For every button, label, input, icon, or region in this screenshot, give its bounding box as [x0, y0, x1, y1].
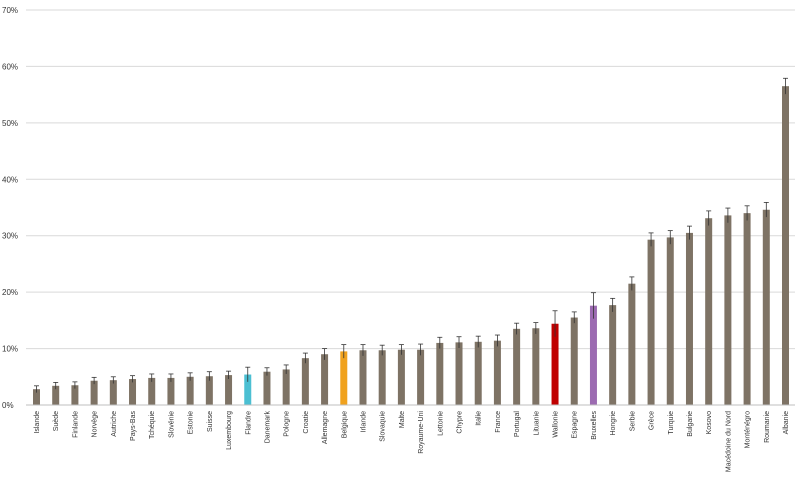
bars [33, 86, 789, 405]
bar [148, 377, 156, 405]
bar [513, 328, 521, 405]
x-tick-label: Royaume-Uni [418, 411, 425, 454]
bar [109, 380, 117, 405]
x-tick-label: Autriche [111, 411, 118, 437]
bar [301, 358, 309, 405]
x-tick-label: France [495, 411, 502, 433]
x-tick-label: Espagne [572, 411, 579, 439]
bar [417, 349, 425, 405]
x-tick-label: Macédoine du Nord [725, 411, 732, 472]
x-tick-label: Wallonie [553, 411, 560, 438]
bar [225, 375, 233, 405]
bar [743, 213, 751, 405]
bar [609, 305, 617, 405]
x-tick-label: Hongrie [610, 411, 617, 436]
x-tick-label: Finlande [72, 411, 79, 438]
x-tick-label: Chypre [457, 411, 464, 434]
error-bars [34, 77, 788, 393]
x-tick-label: Estonie [188, 411, 195, 434]
x-tick-label: Suisse [207, 411, 214, 432]
x-tick-label: Pays-Bas [130, 411, 137, 441]
x-tick-label: Serbie [629, 411, 636, 431]
x-tick-label: Slovénie [168, 411, 175, 438]
bar [186, 376, 194, 405]
x-tick-label: Turquie [668, 411, 675, 435]
x-tick-label: Lettonie [437, 411, 444, 436]
bar [724, 215, 732, 405]
bar [378, 350, 386, 405]
bar [628, 283, 636, 405]
x-tick-label: Suède [53, 411, 60, 431]
x-tick-label: Danemark [264, 411, 271, 444]
x-tick-label: Bruxelles [591, 411, 598, 440]
bar [52, 385, 60, 405]
bar [532, 328, 540, 405]
x-tick-label: Flandre [245, 411, 252, 435]
bar [685, 232, 693, 405]
x-tick-label: Lituanie [533, 411, 540, 436]
y-tick-label: 20% [2, 288, 18, 297]
x-tick-label: Croatie [303, 411, 310, 434]
x-tick-label: Luxembourg [226, 411, 233, 450]
y-tick-label: 0% [2, 401, 14, 410]
x-tick-label: Portugal [514, 411, 521, 438]
x-tick-label: Islande [34, 411, 41, 434]
bar [244, 374, 252, 405]
x-tick-label: Roumanie [764, 411, 771, 443]
bar [205, 376, 213, 405]
y-tick-label: 60% [2, 62, 18, 71]
bar [397, 349, 405, 405]
y-tick-label: 70% [2, 6, 18, 15]
x-tick-label: Pologne [284, 411, 291, 437]
bar [71, 385, 79, 405]
x-axis-category-labels: Islande Suède Finlande Norvège Autriche Pays-… [34, 411, 790, 473]
bar [570, 317, 578, 405]
bar [282, 369, 290, 405]
bar [782, 86, 789, 405]
x-tick-label: Tchéquie [149, 411, 156, 439]
x-tick-label: Kosovo [706, 411, 713, 434]
bar [705, 218, 713, 405]
x-tick-label: Malte [399, 411, 406, 428]
bar [762, 209, 770, 405]
bar [321, 354, 329, 405]
x-tick-label: Slovaquie [380, 411, 387, 442]
x-tick-label: Belgique [341, 411, 348, 438]
x-tick-label: Italie [476, 411, 483, 426]
x-tick-label: Norvège [92, 411, 99, 438]
bar [647, 239, 655, 405]
x-tick-label: Allemagne [322, 411, 329, 444]
y-tick-label: 30% [2, 232, 18, 241]
bar [33, 389, 40, 405]
bar [493, 340, 501, 405]
bar [436, 342, 444, 405]
y-tick-label: 50% [2, 119, 18, 128]
y-tick-label: 40% [2, 175, 18, 184]
bar [589, 305, 597, 405]
x-tick-label: Irlande [360, 411, 367, 433]
bar [90, 380, 98, 405]
x-tick-label: Monténégro [745, 411, 752, 448]
bar [455, 342, 463, 405]
bar [340, 351, 348, 405]
bar [167, 377, 175, 405]
bar [263, 371, 271, 405]
x-tick-label: Grèce [649, 411, 656, 430]
bar [666, 237, 674, 405]
bar [129, 379, 137, 405]
gridlines [26, 9, 795, 350]
bar [551, 323, 559, 405]
y-axis-tick-labels: 0% 10% 20% 30% 40% 50% 60% 70% [2, 6, 18, 410]
y-tick-label: 10% [2, 345, 18, 354]
bar [474, 341, 482, 405]
bar [359, 350, 367, 405]
x-tick-label: Bulgarie [687, 411, 694, 437]
x-tick-label: Albanie [783, 411, 790, 434]
